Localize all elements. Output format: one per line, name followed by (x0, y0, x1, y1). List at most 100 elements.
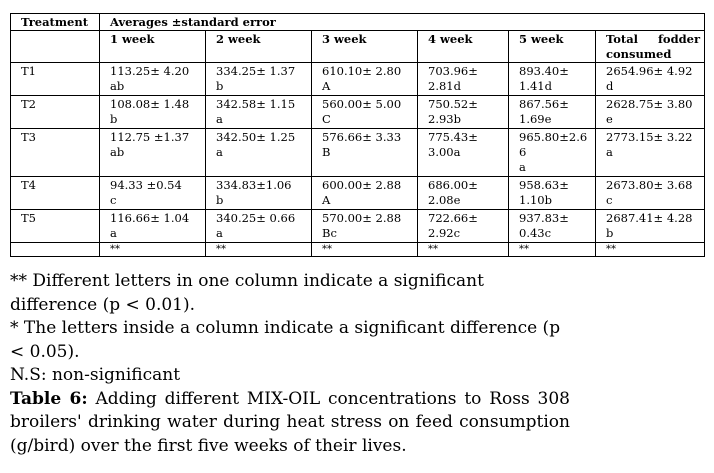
significance-letter: 2.92c (428, 226, 461, 240)
value-cell: 570.00± 2.88 Bc (311, 209, 418, 243)
significance-marker: ** (508, 242, 596, 257)
value-cell: 576.66± 3.33 B (311, 128, 418, 177)
mean-se-value: 600.00± 2.88 (322, 178, 402, 192)
value-cell: 112.75 ±1.37 ab (99, 128, 206, 177)
mean-se-value: 116.66± 1.04 (110, 211, 190, 225)
mean-se-value: 958.63± (519, 178, 569, 192)
mean-se-value: 342.58± 1.15 (216, 97, 296, 111)
mean-se-value: 722.66± (428, 211, 478, 225)
significance-letter: c (110, 193, 117, 207)
table-body: T1 113.25± 4.20 ab 334.25± 1.37 b 610.10± 2.8… (10, 62, 706, 257)
value-cell: 2773.15± 3.22 a (594, 128, 706, 177)
value-cell: 334.83±1.06 b (205, 176, 312, 210)
table-row: T1 113.25± 4.20 ab 334.25± 1.37 b 610.10± 2.8… (10, 62, 706, 96)
treatment-cell: T1 (10, 62, 100, 96)
significance-marker: ** (205, 242, 312, 257)
value-cell: 775.43± 3.00a (417, 128, 509, 177)
significance-letter: C (322, 112, 331, 126)
value-cell: 703.96± 2.81d (417, 62, 509, 96)
significance-row: ** ** ** ** ** ** (10, 242, 706, 257)
value-cell: 2628.75± 3.80 e (594, 95, 706, 129)
value-cell: 94.33 ±0.54 c (99, 176, 206, 210)
value-cell: 610.10± 2.80 A (311, 62, 418, 96)
significance-marker: ** (99, 242, 206, 257)
significance-letter: A (322, 79, 331, 93)
significance-letter: b (606, 226, 614, 240)
value-cell: 958.63± 1.10b (508, 176, 596, 210)
mean-se-value: 2773.15± 3.22 (606, 130, 693, 144)
mean-se-value: 108.08± 1.48 (110, 97, 190, 111)
treatment-cell: T3 (10, 128, 100, 177)
significance-letter: b (216, 193, 224, 207)
value-cell: 937.83± 0.43c (508, 209, 596, 243)
value-cell: 334.25± 1.37 b (205, 62, 312, 96)
caption-label: Table 6: (10, 388, 88, 409)
significance-letter: a (519, 160, 526, 174)
value-cell: 750.52± 2.93b (417, 95, 509, 129)
mean-se-value: 775.43± (428, 130, 478, 144)
significance-letter: 2.93b (428, 112, 461, 126)
column-header-row: 1 week 2 week 3 week 4 week 5 week Total… (10, 30, 706, 63)
results-table-container: Treatment Averages ±standard error 1 wee… (10, 13, 706, 257)
significance-letter: a (110, 226, 117, 240)
significance-letter: b (110, 112, 118, 126)
value-cell: 340.25± 0.66 a (205, 209, 312, 243)
significance-letter: 3.00a (428, 145, 461, 159)
feed-consumption-table: Treatment Averages ±standard error 1 wee… (10, 13, 706, 257)
table-row: T3 112.75 ±1.37 ab 342.50± 1.25 a 576.66± 3.3… (10, 128, 706, 177)
mean-se-value: 560.00± 5.00 (322, 97, 402, 111)
significance-letter: a (216, 226, 223, 240)
mean-se-value: 703.96± (428, 64, 478, 78)
value-cell: 113.25± 4.20 ab (99, 62, 206, 96)
table-row: T5 116.66± 1.04 a 340.25± 0.66 a 570.00± 2.88… (10, 209, 706, 243)
significance-letter: ab (110, 145, 125, 159)
mean-se-value: 2628.75± 3.80 (606, 97, 693, 111)
empty-header-cell (10, 30, 100, 63)
table-notes: ** Different letters in one column indic… (10, 270, 570, 458)
value-cell: 600.00± 2.88 A (311, 176, 418, 210)
column-header-week-3: 3 week (311, 30, 418, 63)
value-cell: 686.00± 2.08e (417, 176, 509, 210)
mean-se-value: 937.83± (519, 211, 569, 225)
treatment-header: Treatment (10, 13, 100, 31)
significance-letter: A (322, 193, 331, 207)
value-cell: 965.80±2.6 6 a (508, 128, 596, 177)
significance-marker (10, 242, 100, 257)
mean-se-value: 113.25± 4.20 (110, 64, 190, 78)
significance-letter: 0.43c (519, 226, 552, 240)
significance-letter: 1.41d (519, 79, 552, 93)
column-header-week-1: 1 week (99, 30, 206, 63)
note-highly-significant: ** Different letters in one column indic… (10, 271, 484, 315)
mean-se-value: 342.50± 1.25 (216, 130, 296, 144)
treatment-cell: T2 (10, 95, 100, 129)
significance-letter: 1.69e (519, 112, 552, 126)
significance-letter: a (606, 145, 613, 159)
significance-letter: 1.10b (519, 193, 552, 207)
mean-se-value: 2654.96± 4.92 (606, 64, 693, 78)
significance-letter: 2.81d (428, 79, 461, 93)
significance-letter: ab (110, 79, 125, 93)
treatment-cell: T4 (10, 176, 100, 210)
caption-text: Adding different MIX-OIL concentrations … (10, 388, 570, 456)
significance-letter: b (216, 79, 224, 93)
mean-se-value: 750.52± (428, 97, 478, 111)
value-cell: 342.50± 1.25 a (205, 128, 312, 177)
mean-se-value: 112.75 ±1.37 (110, 130, 190, 144)
significance-letter: c (606, 193, 613, 207)
table-row: T4 94.33 ±0.54 c 334.83±1.06 b 600.00± 2.88 A 6… (10, 176, 706, 210)
value-cell: 2687.41± 4.28 b (594, 209, 706, 243)
mean-se-value: 610.10± 2.80 (322, 64, 402, 78)
mean-se-value: 686.00± (428, 178, 478, 192)
mean-se-value: 867.56± (519, 97, 569, 111)
significance-letter: 2.08e (428, 193, 461, 207)
column-header-week-5: 5 week (508, 30, 596, 63)
value-cell: 108.08± 1.48 b (99, 95, 206, 129)
value-cell: 893.40± 1.41d (508, 62, 596, 96)
significance-letter: e (606, 112, 613, 126)
mean-se-value: 2687.41± 4.28 (606, 211, 693, 225)
value-cell: 2654.96± 4.92 d (594, 62, 706, 96)
significance-marker: ** (417, 242, 509, 257)
mean-se-value: 334.83±1.06 (216, 178, 292, 192)
significance-letter: B (322, 145, 331, 159)
significance-marker: ** (311, 242, 418, 257)
